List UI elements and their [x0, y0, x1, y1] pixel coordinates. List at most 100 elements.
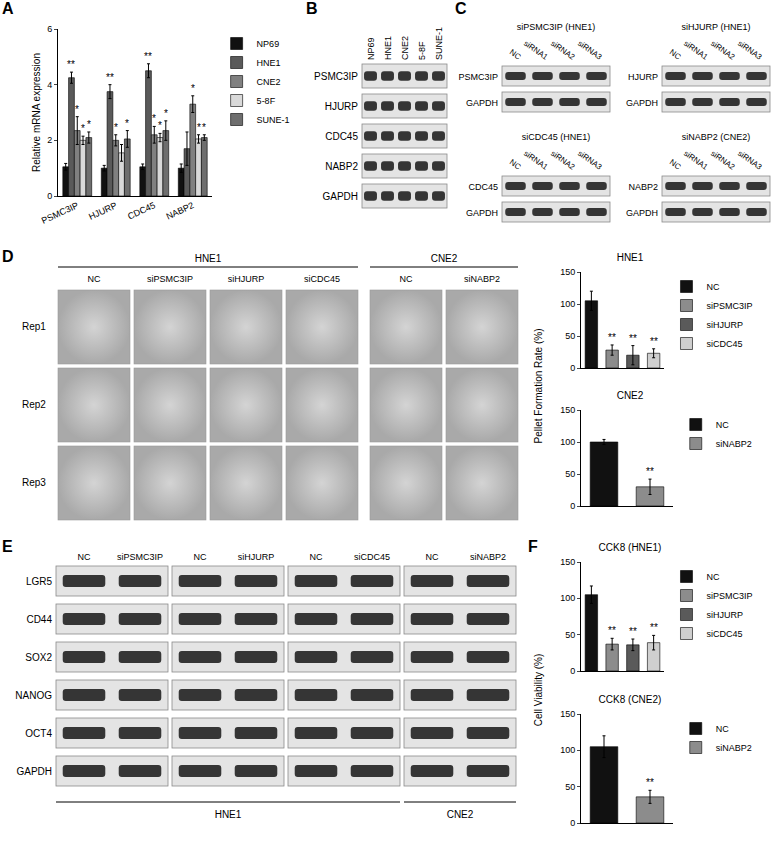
svg-text:CNE2: CNE2: [431, 253, 458, 264]
svg-text:GAPDH: GAPDH: [16, 766, 52, 777]
svg-text:NC: NC: [78, 552, 91, 562]
svg-text:C: C: [455, 0, 467, 17]
svg-text:NP69: NP69: [257, 39, 280, 49]
svg-text:SUNE-1: SUNE-1: [434, 27, 444, 60]
svg-text:NC: NC: [668, 48, 683, 62]
svg-text:*: *: [125, 118, 129, 129]
svg-text:siRNA2: siRNA2: [549, 149, 577, 172]
svg-text:NABP2: NABP2: [628, 182, 658, 192]
svg-text:siRNA1: siRNA1: [682, 39, 710, 62]
svg-text:50: 50: [565, 630, 575, 640]
svg-text:150: 150: [560, 709, 575, 719]
svg-text:HNE1: HNE1: [383, 36, 393, 60]
svg-text:siRNA2: siRNA2: [709, 39, 737, 62]
svg-text:siCDC45: siCDC45: [706, 629, 742, 639]
svg-text:**: **: [629, 333, 637, 344]
svg-text:150: 150: [560, 405, 575, 415]
svg-text:100: 100: [560, 745, 575, 755]
svg-text:siHJURP (HNE1): siHJURP (HNE1): [682, 22, 751, 32]
svg-text:100: 100: [560, 437, 575, 447]
svg-text:NABP2: NABP2: [325, 161, 358, 172]
svg-text:0: 0: [47, 191, 52, 201]
svg-text:GAPDH: GAPDH: [626, 98, 658, 108]
svg-text:*: *: [197, 122, 201, 133]
svg-text:HNE1: HNE1: [617, 252, 644, 263]
svg-text:GAPDH: GAPDH: [466, 208, 498, 218]
svg-text:NANOG: NANOG: [15, 690, 52, 701]
svg-text:NC: NC: [716, 420, 729, 430]
svg-text:GAPDH: GAPDH: [466, 98, 498, 108]
svg-text:0: 0: [570, 666, 575, 676]
svg-text:CNE2: CNE2: [447, 809, 474, 820]
svg-text:siNABP2: siNABP2: [716, 439, 752, 449]
svg-text:*: *: [202, 122, 206, 133]
svg-text:siRNA3: siRNA3: [576, 149, 604, 172]
svg-text:B: B: [306, 0, 318, 17]
svg-text:SOX2: SOX2: [25, 652, 52, 663]
svg-text:NC: NC: [194, 552, 207, 562]
svg-text:NC: NC: [400, 274, 413, 284]
svg-text:**: **: [650, 622, 658, 633]
svg-text:*: *: [164, 108, 168, 119]
svg-text:*: *: [87, 119, 91, 130]
svg-text:**: **: [646, 466, 654, 477]
svg-text:NC: NC: [508, 48, 523, 62]
svg-text:OCT4: OCT4: [25, 728, 52, 739]
svg-text:siHJURP: siHJURP: [706, 320, 743, 330]
svg-text:siPSMC3IP: siPSMC3IP: [706, 301, 752, 311]
svg-text:*: *: [81, 123, 85, 134]
svg-text:100: 100: [560, 593, 575, 603]
svg-text:6: 6: [47, 24, 52, 34]
svg-text:E: E: [2, 538, 13, 555]
svg-text:CNE2: CNE2: [400, 36, 410, 60]
svg-text:PSMC3IP: PSMC3IP: [40, 200, 80, 226]
svg-text:NC: NC: [508, 158, 523, 172]
svg-text:siPSMC3IP: siPSMC3IP: [706, 591, 752, 601]
svg-text:D: D: [2, 248, 14, 265]
svg-text:CCK8 (CNE2): CCK8 (CNE2): [599, 694, 662, 705]
svg-text:siCDC45: siCDC45: [304, 274, 340, 284]
svg-text:HJURP: HJURP: [87, 200, 118, 222]
svg-text:siCDC45 (HNE1): siCDC45 (HNE1): [522, 132, 591, 142]
svg-text:siNABP2: siNABP2: [716, 743, 752, 753]
svg-text:50: 50: [565, 782, 575, 792]
svg-text:CNE2: CNE2: [617, 390, 644, 401]
svg-text:HJURP: HJURP: [325, 101, 359, 112]
svg-text:siNABP2: siNABP2: [464, 274, 500, 284]
svg-text:*: *: [114, 122, 118, 133]
svg-text:Rep1: Rep1: [22, 321, 46, 332]
svg-text:HNE1: HNE1: [195, 253, 222, 264]
svg-text:Rep3: Rep3: [22, 477, 46, 488]
svg-text:NC: NC: [706, 282, 719, 292]
svg-text:CDC45: CDC45: [126, 200, 157, 222]
svg-text:siHJURP: siHJURP: [706, 610, 743, 620]
svg-text:siRNA1: siRNA1: [522, 39, 550, 62]
svg-text:siNABP2: siNABP2: [470, 552, 506, 562]
svg-text:siRNA2: siRNA2: [549, 39, 577, 62]
svg-text:siHJURP: siHJURP: [228, 274, 265, 284]
svg-text:HNE1: HNE1: [257, 58, 281, 68]
svg-text:NC: NC: [426, 552, 439, 562]
svg-text:**: **: [646, 777, 654, 788]
svg-text:A: A: [2, 0, 14, 17]
svg-text:CD44: CD44: [26, 614, 52, 625]
svg-text:NC: NC: [310, 552, 323, 562]
svg-text:HJURP: HJURP: [628, 72, 658, 82]
svg-text:5-8F: 5-8F: [257, 96, 276, 106]
svg-text:siHJURP: siHJURP: [238, 552, 275, 562]
svg-text:50: 50: [565, 469, 575, 479]
svg-text:CCK8 (HNE1): CCK8 (HNE1): [599, 542, 662, 553]
svg-text:GAPDH: GAPDH: [322, 191, 358, 202]
svg-text:siRNA3: siRNA3: [736, 39, 764, 62]
svg-text:Relative mRNA expression: Relative mRNA expression: [31, 53, 42, 172]
svg-text:100: 100: [560, 299, 575, 309]
svg-text:NABP2: NABP2: [165, 200, 196, 222]
svg-text:NP69: NP69: [366, 37, 376, 60]
svg-text:LGR5: LGR5: [26, 576, 53, 587]
svg-text:CDC45: CDC45: [468, 182, 498, 192]
svg-text:siRNA1: siRNA1: [682, 149, 710, 172]
svg-text:**: **: [608, 625, 616, 636]
svg-text:*: *: [191, 83, 195, 94]
svg-text:CNE2: CNE2: [257, 77, 281, 87]
svg-text:PSMC3IP: PSMC3IP: [458, 72, 498, 82]
